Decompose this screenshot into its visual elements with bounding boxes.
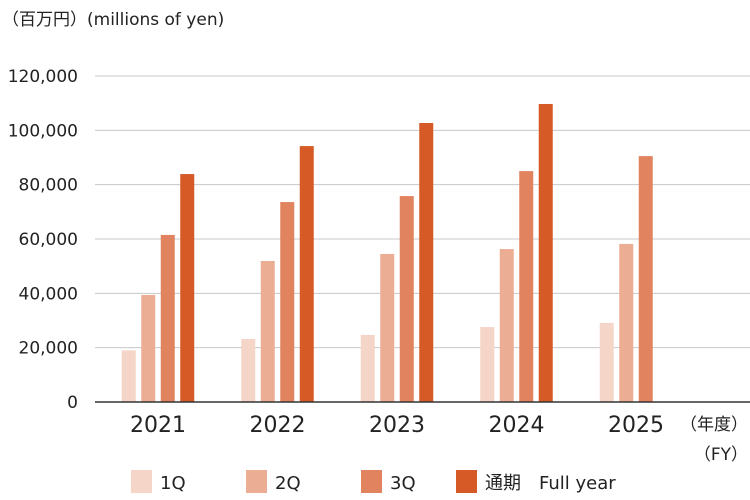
x-tick-label: 2023: [369, 413, 425, 438]
bar-2024-full-year: [538, 103, 553, 403]
bar-2024-1q: [480, 327, 495, 402]
bar-2021-full-year: [180, 174, 195, 402]
legend-label: 1Q: [160, 473, 186, 494]
bar-2021-3q: [160, 234, 175, 402]
bars: [121, 103, 653, 403]
y-tick-label: 0: [67, 393, 78, 413]
y-tick-label: 120,000: [8, 67, 78, 87]
legend-label: 2Q: [275, 473, 301, 494]
x-axis-label-en: （FY）: [694, 445, 748, 465]
x-tick-label: 2025: [608, 413, 664, 438]
x-tick-label: 2022: [250, 413, 306, 438]
bar-2023-1q: [360, 334, 375, 402]
y-axis-ticks: 0 20,000 40,000 60,000 80,000 100,000 120,000: [8, 67, 78, 413]
y-tick-label: 100,000: [8, 121, 78, 141]
bar-2021-1q: [121, 350, 136, 402]
legend-swatch: [246, 470, 267, 493]
bar-2021-2q: [141, 294, 156, 402]
legend-swatch: [456, 470, 477, 493]
legend-swatch: [361, 470, 382, 493]
x-tick-label: 2021: [130, 413, 186, 438]
bar-2022-full-year: [299, 146, 314, 402]
y-tick-label: 40,000: [19, 284, 78, 304]
bar-2022-2q: [260, 261, 275, 402]
bar-2023-3q: [399, 196, 414, 402]
legend: 1Q 2Q 3Q 通期 Full year: [131, 470, 616, 494]
bar-2025-3q: [638, 156, 653, 402]
bar-2024-3q: [519, 171, 534, 402]
bar-2024-2q: [499, 249, 514, 402]
bar-2022-3q: [280, 202, 295, 402]
bar-2023-full-year: [419, 122, 434, 402]
bar-2023-2q: [380, 253, 395, 402]
bar-2022-1q: [241, 338, 256, 402]
legend-label: 通期 Full year: [485, 473, 616, 494]
unit-label: （百万円）(millions of yen): [2, 10, 224, 30]
x-axis-ticks: 2021 2022 2023 2024 2025: [130, 413, 664, 438]
legend-label: 3Q: [390, 473, 416, 494]
x-axis-label-ja: （年度）: [680, 415, 748, 435]
x-tick-label: 2024: [489, 413, 545, 438]
y-tick-label: 80,000: [19, 176, 78, 196]
legend-swatch: [131, 470, 152, 493]
y-tick-label: 20,000: [19, 339, 78, 359]
bar-2025-2q: [619, 243, 634, 402]
bar-2025-1q: [599, 322, 614, 402]
y-tick-label: 60,000: [19, 230, 78, 250]
